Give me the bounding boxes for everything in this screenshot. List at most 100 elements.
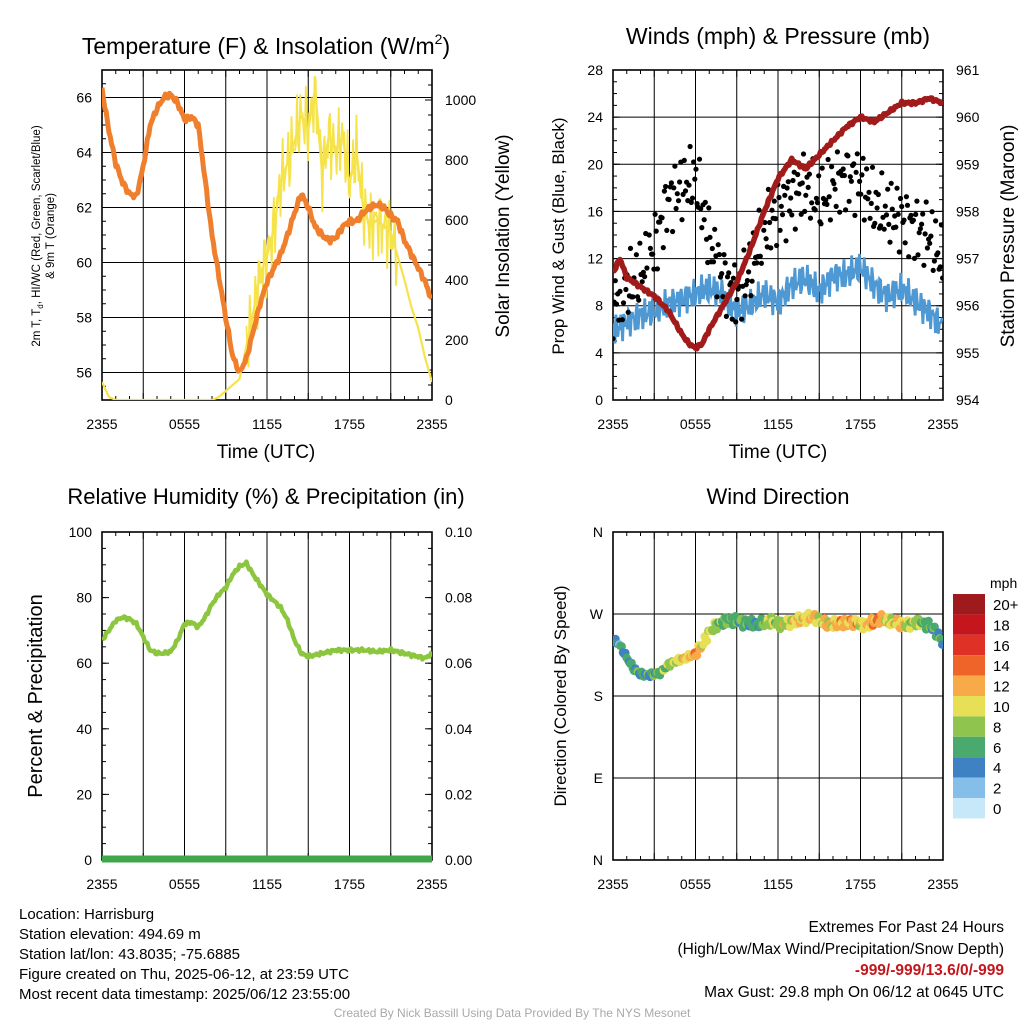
location-text: Location: Harrisburg (19, 906, 155, 923)
gust-point (767, 219, 773, 226)
gust-point (674, 191, 680, 197)
y2-tick-label: 957 (956, 251, 980, 267)
y-tick-label: 12 (587, 251, 603, 267)
y2-tick-label: 400 (445, 272, 469, 288)
gust-point (813, 195, 820, 201)
gust-point (761, 227, 767, 233)
gust-point (784, 185, 790, 191)
gust-point (625, 309, 631, 315)
colorbar-label: 18 (993, 617, 1010, 634)
y2-tick-label: 959 (956, 156, 980, 172)
gust-point (702, 199, 708, 205)
prop-wind-line (613, 253, 943, 344)
gust-point (613, 336, 616, 342)
elevation-text: Station elevation: 494.69 m (19, 926, 201, 943)
gust-point (774, 242, 780, 249)
gust-point (659, 215, 665, 221)
gust-point (866, 189, 872, 195)
gust-point (686, 182, 692, 188)
gust-point (879, 170, 885, 176)
y2-tick-label: 600 (445, 212, 469, 228)
x-tick-label: 1155 (252, 416, 282, 432)
gust-point (672, 163, 678, 169)
gust-point (927, 240, 933, 246)
gust-point (726, 270, 732, 276)
y-tick-label: 64 (76, 145, 92, 161)
gust-point (845, 153, 851, 159)
gust-point (722, 260, 728, 266)
gust-point (613, 301, 620, 307)
gust-point (710, 259, 717, 265)
gust-point (895, 211, 901, 217)
gust-point (818, 221, 824, 227)
extremes-subtitle: (High/Low/Max Wind/Precipitation/Snow De… (677, 940, 1005, 958)
gust-point (779, 212, 786, 218)
direction-title: Wind Direction (706, 484, 849, 509)
y2-tick-label: 0.08 (445, 590, 472, 606)
gust-point (795, 171, 801, 178)
temperature-title: Temperature (F) & Insolation (W/m2) (82, 31, 450, 59)
gust-point (719, 271, 725, 277)
colorbar-swatch (953, 634, 985, 656)
gust-point (762, 219, 768, 226)
y-tick-label: N (593, 524, 603, 540)
gust-point (940, 275, 943, 281)
y-tick-label: 8 (595, 298, 603, 314)
gust-point (696, 156, 703, 162)
colorbar-swatch (953, 675, 985, 696)
gust-point (904, 202, 911, 208)
plot-frame (612, 531, 944, 861)
gust-point (858, 191, 864, 197)
gust-point (921, 262, 927, 268)
gust-point (693, 166, 699, 172)
gust-point (848, 178, 855, 184)
station-info: Location: Harrisburg Station elevation: … (19, 905, 350, 1005)
gust-point (772, 216, 779, 222)
gust-point (663, 183, 669, 190)
extremes-info: Extremes For Past 24 Hours (High/Low/Max… (678, 917, 1005, 1003)
y2-tick-label: 961 (956, 62, 980, 78)
gust-point (657, 219, 663, 225)
gust-point (802, 208, 808, 214)
y2-tick-label: 955 (956, 345, 980, 361)
gust-point (654, 266, 661, 272)
gust-point (827, 217, 834, 223)
gust-point (642, 274, 648, 280)
gust-point (896, 249, 902, 255)
gust-point (723, 313, 730, 319)
y-tick-label: 0 (84, 852, 92, 868)
gust-point (792, 226, 798, 232)
gust-point (805, 184, 811, 190)
gust-point (724, 274, 731, 280)
gust-point (691, 159, 697, 165)
gust-point (868, 200, 874, 206)
x-tick-label: 2355 (86, 876, 117, 892)
y2-tick-label: 200 (445, 332, 469, 348)
gust-point (790, 177, 796, 184)
x-tick-label: 2355 (597, 876, 628, 892)
gust-point (699, 225, 705, 231)
gust-point (771, 198, 777, 204)
gust-point (668, 180, 675, 186)
gust-point (864, 166, 870, 172)
gust-point (929, 209, 935, 215)
x-tick-label: 1155 (763, 416, 793, 432)
gust-point (799, 180, 805, 186)
x-tick-label: 1755 (334, 876, 365, 892)
gust-point (721, 252, 727, 258)
gust-point (861, 217, 867, 223)
gust-point (809, 200, 815, 206)
gust-point (887, 239, 893, 245)
gust-point (756, 207, 762, 213)
temperature-9m-line (102, 87, 432, 374)
gust-point (886, 221, 892, 227)
gust-point (885, 186, 891, 192)
gust-point (637, 240, 643, 246)
gust-point (661, 188, 668, 194)
gust-point (744, 277, 751, 284)
gust-point (714, 294, 720, 300)
gust-point (930, 267, 936, 273)
gust-point (919, 221, 925, 227)
colorbar-swatch (953, 716, 985, 737)
temperature-panel: Temperature (F) & Insolation (W/m2) 2m T… (31, 31, 514, 463)
